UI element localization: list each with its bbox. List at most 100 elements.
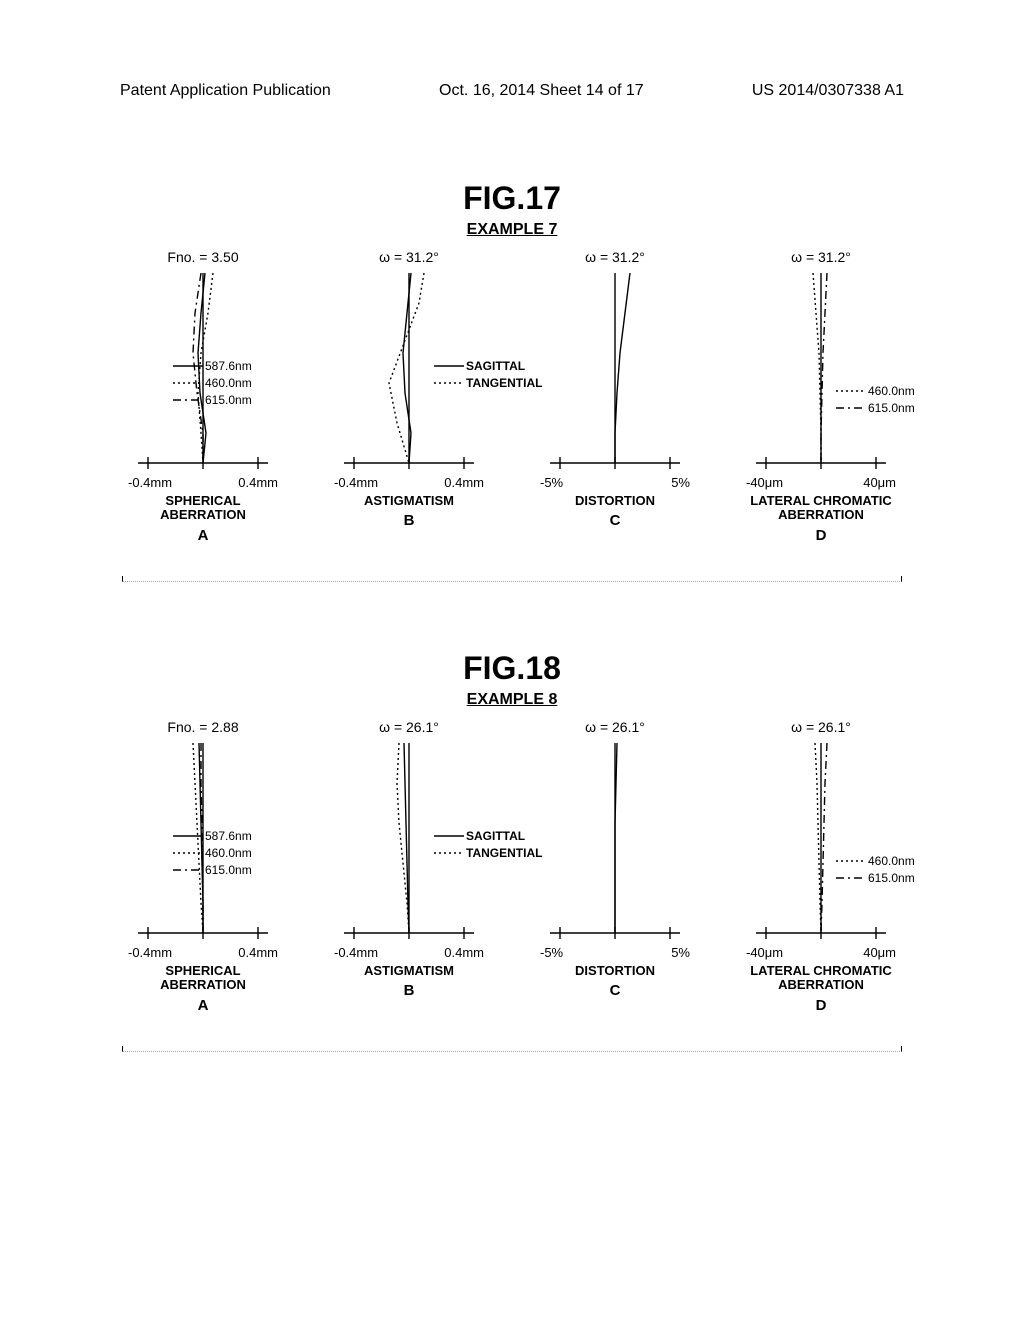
plot-area (535, 743, 695, 943)
figure-title: FIG.18 (0, 650, 1024, 687)
axis-label-left: -5% (540, 945, 563, 960)
panel-header: ω = 26.1° (379, 719, 439, 737)
axis-labels: -5% 5% (540, 475, 690, 490)
axis-labels: -0.4mm 0.4mm (128, 945, 278, 960)
panel: ω = 26.1° 460.0nm615.0nm -40μm40μm LATERAL … (718, 719, 924, 1014)
panel-header: Fno. = 3.50 (167, 249, 238, 267)
legend-label: 615.0nm (205, 862, 252, 879)
axis-labels: -40μm40μm (746, 945, 896, 960)
legend-item: 615.0nm (173, 392, 252, 409)
header-right: US 2014/0307338 A1 (752, 82, 904, 100)
axis-label-right: 5% (671, 475, 690, 490)
figure-block: FIG.17EXAMPLE 7Fno. = 3.50587.6nm460.0nm… (0, 180, 1024, 544)
panel-title: DISTORTION (575, 494, 655, 508)
axis-label-left: -0.4mm (334, 475, 378, 490)
panel-title: LATERAL CHROMATICABERRATION (750, 964, 892, 993)
legend-item: 460.0nm (173, 845, 252, 862)
legend-item: 460.0nm (836, 853, 915, 870)
legend-item: 615.0nm (173, 862, 252, 879)
plot-area: SAGITTALTANGENTIAL (329, 743, 489, 943)
panel-title: DISTORTION (575, 964, 655, 978)
panel-title: ASTIGMATISM (364, 494, 454, 508)
panel-letter: A (198, 997, 209, 1014)
panel: ω = 26.1° -5% 5% DISTORTION C (512, 719, 718, 1014)
curve (615, 273, 630, 463)
axis-label-right: 0.4mm (444, 475, 484, 490)
panel: Fno. = 2.88587.6nm460.0nm615.0nm-0.4mm0.… (100, 719, 306, 1014)
figure-subtitle: EXAMPLE 8 (0, 691, 1024, 709)
axis-label-left: -0.4mm (128, 945, 172, 960)
plot-area: 460.0nm615.0nm (741, 743, 901, 943)
axis-label-right: 40μm (863, 475, 896, 490)
legend-item: 587.6nm (173, 828, 252, 845)
legend-label: 615.0nm (205, 392, 252, 409)
axis-label-left: -40μm (746, 945, 783, 960)
axis-label-right: 0.4mm (238, 945, 278, 960)
axis-labels: -40μm 40μm (746, 475, 896, 490)
panel-header: ω = 26.1° (791, 719, 851, 737)
curve (813, 273, 821, 463)
figure-frame (122, 576, 902, 582)
axis-label-left: -0.4mm (334, 945, 378, 960)
panel: Fno. = 3.50 587.6nm460.0nm615.0nm -0.4mm 0.… (100, 249, 306, 544)
axis-label-left: -5% (540, 475, 563, 490)
axis-labels: -5% 5% (540, 945, 690, 960)
legend-label: 460.0nm (868, 853, 915, 870)
panel: ω = 31.2° -5% 5% DISTORTION C (512, 249, 718, 544)
axis-labels: -0.4mm 0.4mm (128, 475, 278, 490)
legend: 460.0nm615.0nm (836, 383, 915, 417)
panel-title: SPHERICALABERRATION (160, 964, 246, 993)
page-header: Patent Application Publication Oct. 16, … (0, 82, 1024, 100)
panel-letter: D (816, 527, 827, 544)
panel-title: LATERAL CHROMATICABERRATION (750, 494, 892, 523)
panel-header: ω = 31.2° (791, 249, 851, 267)
axis-label-left: -40μm (746, 475, 783, 490)
header-left: Patent Application Publication (120, 82, 331, 100)
legend-label: 460.0nm (205, 375, 252, 392)
axis-label-right: 0.4mm (238, 475, 278, 490)
plot-area: 587.6nm460.0nm615.0nm (123, 743, 283, 943)
header-center: Oct. 16, 2014 Sheet 14 of 17 (439, 82, 644, 100)
legend-item: 460.0nm (836, 383, 915, 400)
figure-title: FIG.17 (0, 180, 1024, 217)
legend-item: 587.6nm (173, 358, 252, 375)
curve (389, 273, 424, 463)
curve (403, 273, 411, 463)
panel-letter: B (404, 982, 415, 999)
aberration-plot (535, 743, 695, 943)
panel: ω = 31.2° SAGITTALTANGENTIAL -0.4mm 0.4mm AS… (306, 249, 512, 544)
legend-item: 615.0nm (836, 870, 915, 887)
legend-item: 460.0nm (173, 375, 252, 392)
panel-header: ω = 31.2° (379, 249, 439, 267)
axis-label-left: -0.4mm (128, 475, 172, 490)
panel-letter: A (198, 527, 209, 544)
figure-subtitle: EXAMPLE 7 (0, 221, 1024, 239)
aberration-plot (741, 743, 901, 943)
axis-label-right: 0.4mm (444, 945, 484, 960)
panel: ω = 31.2° 460.0nm615.0nm -40μm 40μm LATERAL … (718, 249, 924, 544)
panel-title: ASTIGMATISM (364, 964, 454, 978)
aberration-plot (535, 273, 695, 473)
legend-label: 615.0nm (868, 400, 915, 417)
legend-label: 587.6nm (205, 828, 252, 845)
plot-area: SAGITTALTANGENTIAL (329, 273, 489, 473)
curve (397, 743, 409, 933)
legend: 587.6nm460.0nm615.0nm (173, 828, 252, 878)
legend: 587.6nm460.0nm615.0nm (173, 358, 252, 408)
legend-item: 615.0nm (836, 400, 915, 417)
axis-labels: -0.4mm 0.4mm (334, 475, 484, 490)
curve (821, 273, 827, 463)
plot-area (535, 273, 695, 473)
legend: 460.0nm615.0nm (836, 853, 915, 887)
figure-block: FIG.18EXAMPLE 8Fno. = 2.88587.6nm460.0nm… (0, 650, 1024, 1014)
panel-letter: C (610, 982, 621, 999)
panels-row: Fno. = 2.88587.6nm460.0nm615.0nm-0.4mm0.… (0, 719, 1024, 1014)
panel-header: ω = 26.1° (585, 719, 645, 737)
axis-label-right: 5% (671, 945, 690, 960)
panel-header: ω = 31.2° (585, 249, 645, 267)
figure-frame (122, 1046, 902, 1052)
panel-letter: D (816, 997, 827, 1014)
axis-labels: -0.4mm 0.4mm (334, 945, 484, 960)
curve (821, 743, 827, 933)
panel-letter: C (610, 512, 621, 529)
